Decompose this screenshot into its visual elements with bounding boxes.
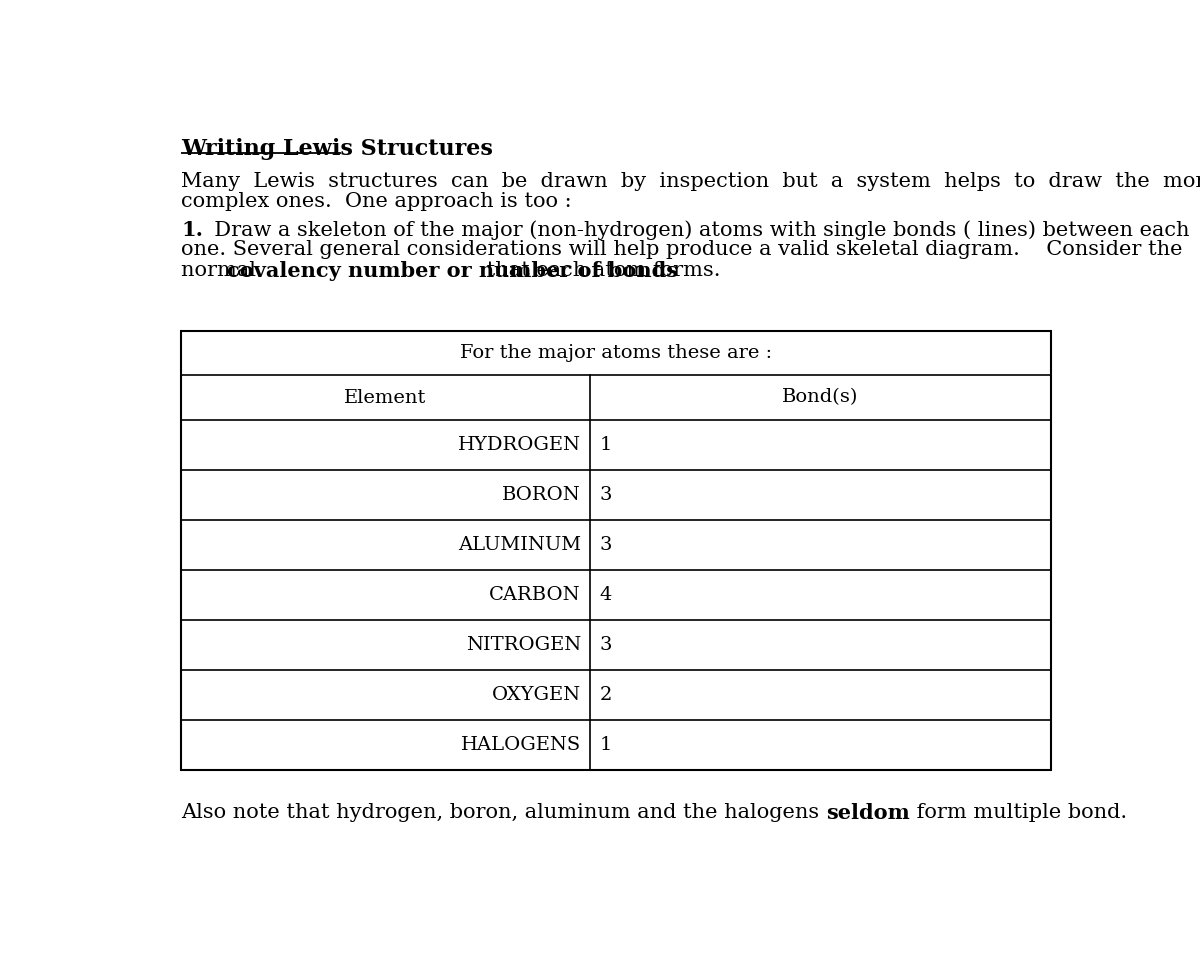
Text: ALUMINUM: ALUMINUM xyxy=(457,536,581,554)
Text: 1.: 1. xyxy=(181,220,203,241)
Text: 4: 4 xyxy=(600,586,612,604)
Bar xyxy=(181,330,1050,770)
Text: that each atom forms.: that each atom forms. xyxy=(480,260,721,280)
Text: 3: 3 xyxy=(600,536,612,554)
Text: For the major atoms these are :: For the major atoms these are : xyxy=(460,344,772,362)
Text: NITROGEN: NITROGEN xyxy=(466,636,581,654)
Text: 1: 1 xyxy=(600,436,612,453)
Text: Writing Lewis Structures: Writing Lewis Structures xyxy=(181,138,493,160)
Text: covalency number or number of bonds: covalency number or number of bonds xyxy=(227,260,678,281)
Text: 3: 3 xyxy=(600,486,612,504)
Text: 2: 2 xyxy=(600,686,612,704)
Text: seldom: seldom xyxy=(826,803,910,822)
Text: HALOGENS: HALOGENS xyxy=(461,736,581,754)
Text: form multiple bond.: form multiple bond. xyxy=(910,803,1127,821)
Text: Many  Lewis  structures  can  be  drawn  by  inspection  but  a  system  helps  : Many Lewis structures can be drawn by in… xyxy=(181,172,1200,191)
Text: OXYGEN: OXYGEN xyxy=(492,686,581,704)
Text: Bond(s): Bond(s) xyxy=(782,388,858,407)
Text: HYDROGEN: HYDROGEN xyxy=(458,436,581,453)
Text: 1: 1 xyxy=(600,736,612,754)
Text: Also note that hydrogen, boron, aluminum and the halogens: Also note that hydrogen, boron, aluminum… xyxy=(181,803,826,821)
Text: CARBON: CARBON xyxy=(490,586,581,604)
Text: BORON: BORON xyxy=(502,486,581,504)
Text: Draw a skeleton of the major (non-hydrogen) atoms with single bonds ( lines) bet: Draw a skeleton of the major (non-hydrog… xyxy=(202,220,1189,240)
Text: complex ones.  One approach is too :: complex ones. One approach is too : xyxy=(181,192,571,211)
Text: one. Several general considerations will help produce a valid skeletal diagram. : one. Several general considerations will… xyxy=(181,241,1182,259)
Text: 3: 3 xyxy=(600,636,612,654)
Text: normal: normal xyxy=(181,260,263,280)
Text: Element: Element xyxy=(344,388,427,407)
